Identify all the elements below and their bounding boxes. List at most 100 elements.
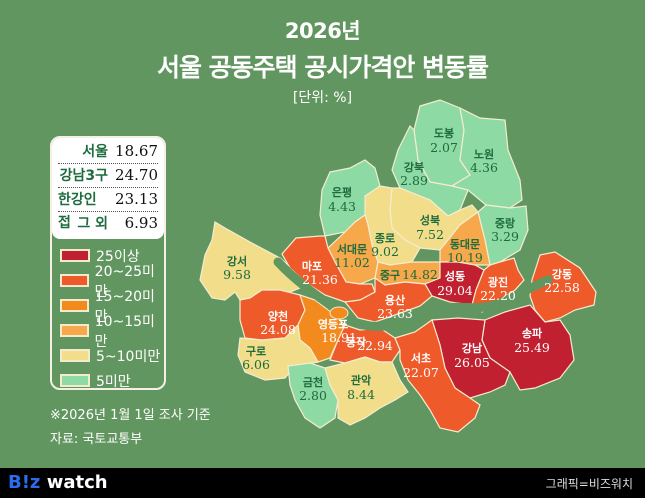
- legend-swatch: [60, 274, 89, 287]
- svg-text:23.63: 23.63: [377, 306, 413, 321]
- color-legend: 25이상 20~25미만 15~20미만 10~15미만 5~10미만 5미만: [52, 239, 164, 390]
- svg-text:종로: 종로: [375, 232, 395, 245]
- svg-text:6.06: 6.06: [242, 357, 270, 372]
- svg-text:21.36: 21.36: [302, 272, 338, 287]
- district-gwanak[interactable]: [324, 356, 409, 426]
- legend-item: 5~10미만: [60, 343, 164, 368]
- legend-item: 25이상: [60, 243, 164, 268]
- svg-text:서대문: 서대문: [337, 242, 367, 256]
- legend-swatch: [60, 299, 89, 312]
- unit-label: [단위: %]: [292, 90, 353, 106]
- svg-text:2.80: 2.80: [299, 388, 327, 403]
- svg-text:4.36: 4.36: [470, 160, 498, 175]
- legend-label: 25이상: [96, 248, 140, 265]
- svg-text:24.08: 24.08: [260, 322, 296, 337]
- svg-text:2.89: 2.89: [400, 173, 428, 188]
- svg-text:29.04: 29.04: [437, 283, 473, 298]
- legend-item: 20~25미만: [60, 264, 164, 300]
- svg-text:22.58: 22.58: [544, 280, 580, 295]
- legend-item: 10~15미만: [60, 314, 164, 350]
- summary-value: 6.93: [124, 214, 158, 232]
- district-gangseo[interactable]: [199, 221, 301, 301]
- svg-text:도봉: 도봉: [434, 127, 454, 140]
- svg-text:성동: 성동: [445, 269, 465, 283]
- legend-item: 15~20미만: [60, 289, 164, 325]
- legend-label: 5~10미만: [96, 348, 161, 365]
- page-title: 서울 공동주택 공시가격안 변동률: [156, 53, 489, 82]
- logo-biz: B!z: [8, 472, 41, 493]
- svg-text:동대문: 동대문: [450, 237, 480, 251]
- svg-text:26.05: 26.05: [454, 355, 490, 370]
- svg-text:중구: 중구: [380, 269, 400, 282]
- summary-label: 한강인접: [58, 192, 97, 231]
- svg-text:강동: 강동: [552, 267, 572, 281]
- svg-text:송파: 송파: [522, 326, 543, 340]
- base-date-note: ※2026년 1월 1일 조사 기준: [50, 408, 211, 423]
- svg-text:11.02: 11.02: [334, 255, 370, 270]
- svg-text:마포: 마포: [302, 259, 322, 273]
- district-guro[interactable]: [237, 323, 319, 381]
- svg-text:용산: 용산: [385, 293, 405, 307]
- svg-text:8.44: 8.44: [347, 387, 375, 402]
- svg-text:22.20: 22.20: [480, 288, 516, 303]
- svg-text:9.58: 9.58: [223, 267, 251, 282]
- legend-label: 10~15미만: [94, 313, 155, 350]
- svg-text:2.07: 2.07: [430, 140, 458, 155]
- svg-text:은평: 은평: [332, 185, 352, 199]
- summary-value: 18.67: [115, 142, 158, 160]
- title-year: 2026년: [284, 19, 361, 43]
- svg-text:강북: 강북: [404, 160, 424, 174]
- district-gangdong[interactable]: [529, 251, 597, 323]
- legend-panel: 서울 18.67 강남3구 24.70 한강인접 23.13 그 외 6.93 …: [50, 136, 166, 390]
- legend-label: 5미만: [96, 373, 131, 390]
- summary-table: 서울 18.67 강남3구 24.70 한강인접 23.13 그 외 6.93: [52, 138, 164, 239]
- legend-swatch: [60, 324, 89, 337]
- svg-text:강서: 강서: [227, 254, 247, 268]
- svg-text:강남: 강남: [462, 341, 482, 355]
- source-note: 자료: 국토교통부: [50, 432, 143, 447]
- district-yongsan[interactable]: [343, 276, 433, 323]
- graphic-credit: 그래픽=비즈워치: [545, 477, 633, 491]
- summary-label: 강남3구: [59, 168, 108, 184]
- summary-label: 서울: [82, 144, 108, 160]
- district-labels: 도봉 2.07 노원 4.36 강북 2.89 은평 4.43 성북 7.52 …: [223, 127, 580, 403]
- svg-text:7.52: 7.52: [416, 227, 444, 242]
- svg-text:동작: 동작: [346, 335, 366, 349]
- svg-text:구로: 구로: [246, 345, 266, 358]
- svg-text:노원: 노원: [474, 147, 494, 161]
- svg-text:양천: 양천: [268, 309, 288, 323]
- summary-row-others: 그 외 6.93: [58, 212, 158, 235]
- summary-label: 그 외: [77, 216, 108, 232]
- svg-text:광진: 광진: [488, 275, 508, 289]
- summary-value: 24.70: [115, 166, 158, 184]
- svg-text:22.94: 22.94: [357, 338, 393, 353]
- district-seocho[interactable]: [394, 319, 481, 433]
- district-geumcheon[interactable]: [287, 362, 339, 429]
- summary-row-gangnam3: 강남3구 24.70: [58, 164, 158, 188]
- legend-swatch: [60, 249, 90, 262]
- han-river: [273, 257, 553, 331]
- summary-value: 23.13: [115, 190, 158, 208]
- svg-text:4.43: 4.43: [328, 199, 356, 214]
- svg-text:22.07: 22.07: [403, 365, 439, 380]
- legend-swatch: [60, 349, 90, 362]
- legend-swatch: [60, 374, 90, 387]
- svg-text:성북: 성북: [420, 213, 440, 227]
- svg-text:영등포: 영등포: [318, 318, 348, 331]
- logo-watch: watch: [46, 472, 108, 493]
- svg-text:14.82: 14.82: [402, 267, 438, 282]
- svg-text:9.02: 9.02: [371, 244, 399, 259]
- svg-text:3.29: 3.29: [491, 229, 519, 244]
- legend-label: 20~25미만: [94, 263, 155, 300]
- summary-row-seoul: 서울 18.67: [58, 140, 158, 164]
- yeouido-island: [329, 306, 349, 320]
- district-seodaemun[interactable]: [327, 214, 379, 285]
- svg-text:서초: 서초: [411, 351, 431, 365]
- svg-text:관악: 관악: [351, 373, 371, 387]
- svg-text:25.49: 25.49: [514, 340, 550, 355]
- bizwatch-logo: B!z watch: [8, 472, 108, 493]
- summary-row-hangang: 한강인접 23.13: [58, 188, 158, 231]
- svg-text:중랑: 중랑: [495, 217, 515, 230]
- svg-text:10.19: 10.19: [447, 250, 483, 265]
